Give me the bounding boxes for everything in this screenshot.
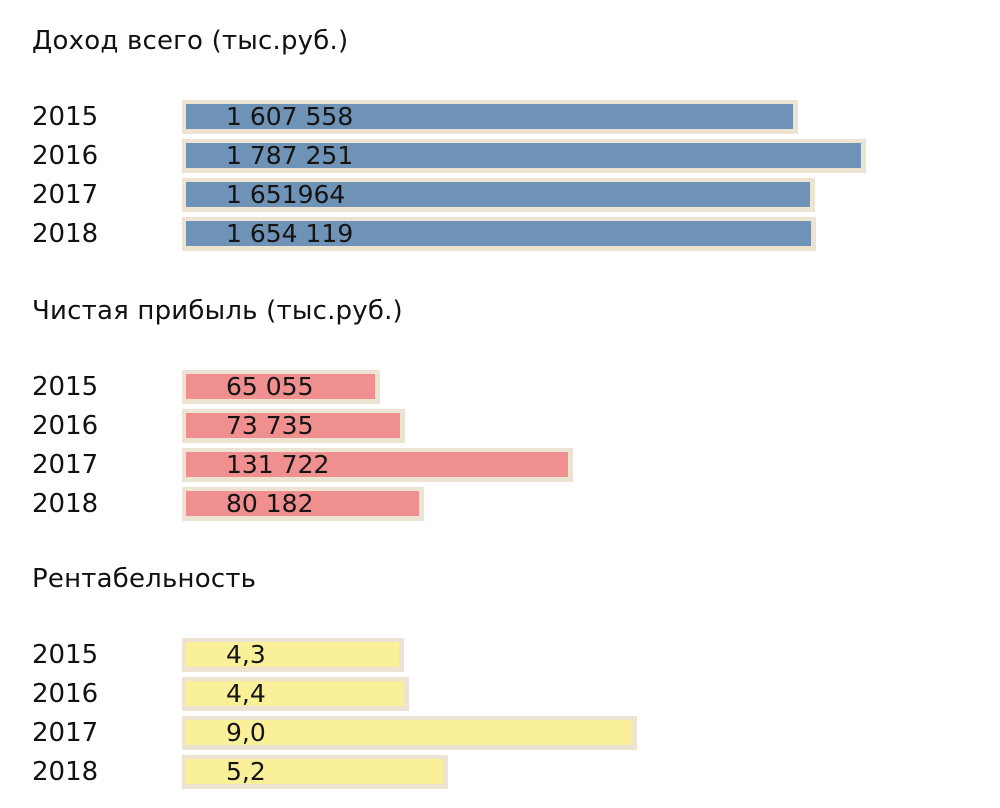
chart-title: Доход всего (тыс.руб.) (32, 26, 349, 56)
bar: 1 654 119 (182, 217, 816, 251)
bar: 4,3 (182, 638, 404, 672)
category-label: 2017 (32, 718, 99, 748)
data-label: 5,2 (226, 757, 266, 786)
category-label: 2018 (32, 219, 99, 249)
data-label: 9,0 (226, 718, 266, 747)
category-label: 2015 (32, 102, 99, 132)
data-label: 1 607 558 (226, 102, 354, 131)
category-label: 2016 (32, 679, 99, 709)
bar: 9,0 (182, 716, 637, 750)
data-label: 4,3 (226, 640, 266, 669)
data-label: 80 182 (226, 489, 314, 518)
bar: 4,4 (182, 677, 409, 711)
chart-title: Рентабельность (32, 564, 257, 594)
data-label: 4,4 (226, 679, 266, 708)
bar: 73 735 (182, 409, 405, 443)
category-label: 2016 (32, 411, 99, 441)
data-label: 1 787 251 (226, 141, 354, 170)
category-label: 2015 (32, 372, 99, 402)
bar: 5,2 (182, 755, 448, 789)
data-label: 73 735 (226, 411, 314, 440)
category-label: 2015 (32, 640, 99, 670)
category-label: 2018 (32, 489, 99, 519)
category-label: 2017 (32, 450, 99, 480)
bar: 131 722 (182, 448, 573, 482)
chart-title: Чистая прибыль (тыс.руб.) (32, 296, 403, 326)
category-label: 2016 (32, 141, 99, 171)
bar: 65 055 (182, 370, 380, 404)
bar: 1 787 251 (182, 139, 866, 173)
data-label: 1 651964 (226, 180, 346, 209)
category-label: 2018 (32, 757, 99, 787)
data-label: 65 055 (226, 372, 314, 401)
category-label: 2017 (32, 180, 99, 210)
bar: 1 607 558 (182, 100, 798, 134)
bar: 1 651964 (182, 178, 815, 212)
data-label: 1 654 119 (226, 219, 354, 248)
bar: 80 182 (182, 487, 424, 521)
data-label: 131 722 (226, 450, 330, 479)
